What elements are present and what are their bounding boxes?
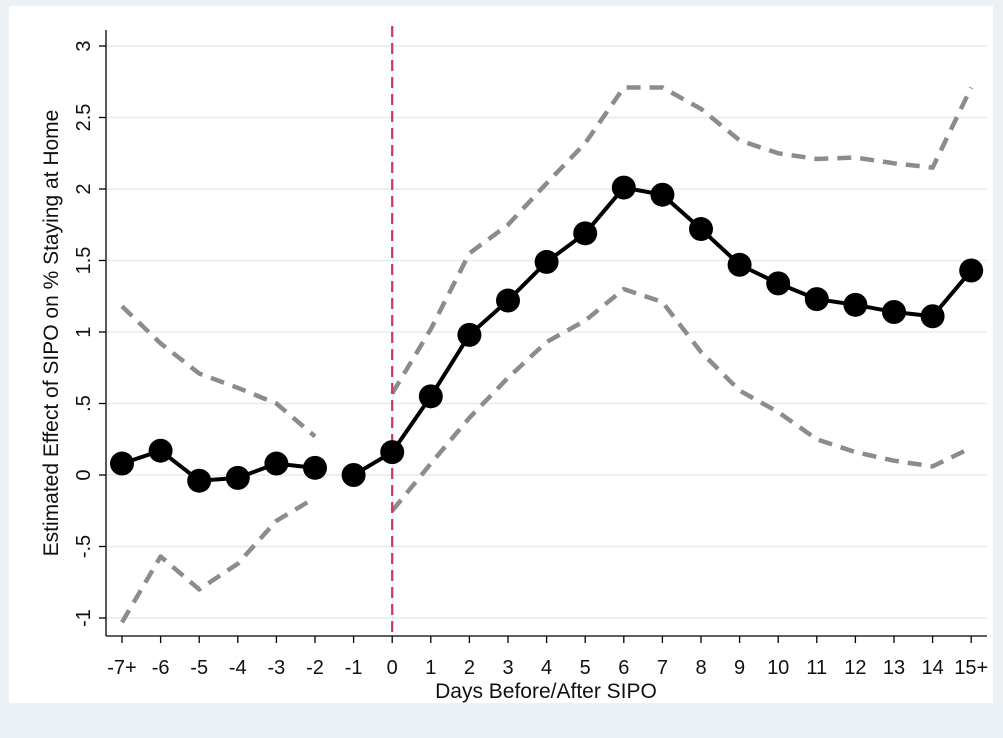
upper-ci-line [120, 85, 974, 439]
estimate-point [187, 468, 212, 493]
x-tick-label: -4 [229, 657, 247, 679]
x-tick-label: -2 [306, 657, 324, 679]
plot-background [9, 6, 993, 703]
x-tick-label: 5 [580, 657, 591, 679]
estimate-point [882, 299, 906, 324]
x-tick-label: 13 [883, 657, 905, 679]
estimate-series [110, 175, 984, 493]
x-tick-label: 11 [806, 657, 827, 679]
x-tick-label: 8 [695, 657, 706, 679]
x-tick-label: 4 [541, 657, 552, 679]
x-tick-label: -5 [190, 657, 208, 679]
y-tick-label: -.5 [73, 535, 95, 558]
estimate-point [611, 175, 636, 200]
x-tick-label: 3 [502, 657, 513, 679]
estimate-point [534, 249, 559, 274]
x-tick-label: 6 [618, 657, 629, 679]
estimate-point [341, 463, 366, 487]
y-tick-label: 1.5 [73, 247, 95, 275]
estimate-point [920, 304, 945, 329]
y-tick-label: 3 [73, 40, 95, 51]
y-tick-label: -1 [73, 609, 95, 627]
x-axis-title: Days Before/After SIPO [435, 680, 657, 703]
estimate-point [496, 288, 520, 313]
estimate-point [959, 258, 984, 283]
estimate-point [225, 465, 250, 490]
estimate-point [843, 292, 868, 317]
estimate-point [457, 322, 482, 347]
x-tick-label: 12 [844, 657, 866, 679]
estimate-point [804, 287, 829, 312]
x-tick-label: 2 [464, 657, 475, 679]
x-tick-label: 7 [657, 657, 668, 679]
axes: -1-.50.511.522.53-7+ -6 -5 -4 -3 -2 -1 0 1 2 3 4 5 6 7… [73, 30, 988, 679]
x-tick-label: 0 [387, 657, 398, 679]
estimate-point [766, 271, 791, 296]
x-tick-label: 1 [425, 657, 436, 679]
x-tick-label: -3 [268, 657, 286, 679]
y-tick-label: 2.5 [73, 104, 95, 132]
estimate-point [650, 182, 675, 207]
estimate-point [380, 440, 405, 465]
estimate-point [418, 384, 443, 409]
estimate-point [573, 221, 598, 246]
x-tick-label: 10 [767, 657, 789, 679]
y-tick-label: .5 [73, 395, 95, 412]
confidence-bands [120, 85, 974, 624]
y-tick-label: 1 [73, 326, 95, 337]
x-tick-label: -6 [152, 657, 170, 679]
estimate-point [303, 455, 327, 480]
estimate-point [110, 451, 134, 476]
x-tick-label: -7+ [107, 657, 136, 679]
x-tick-label: 14 [921, 657, 943, 679]
estimate-point [689, 217, 713, 242]
estimate-point [148, 438, 173, 463]
estimate-point [727, 252, 752, 277]
y-tick-label: 0 [73, 469, 95, 480]
x-tick-label: 9 [734, 657, 745, 679]
estimate-point [264, 451, 289, 476]
x-tick-label: 15+ [954, 657, 988, 679]
x-tick-label: -1 [345, 657, 363, 679]
y-tick-label: 2 [73, 183, 95, 194]
y-axis-title: Estimated Effect of SIPO on % Staying at… [40, 110, 63, 557]
lower-ci-line [120, 286, 973, 624]
